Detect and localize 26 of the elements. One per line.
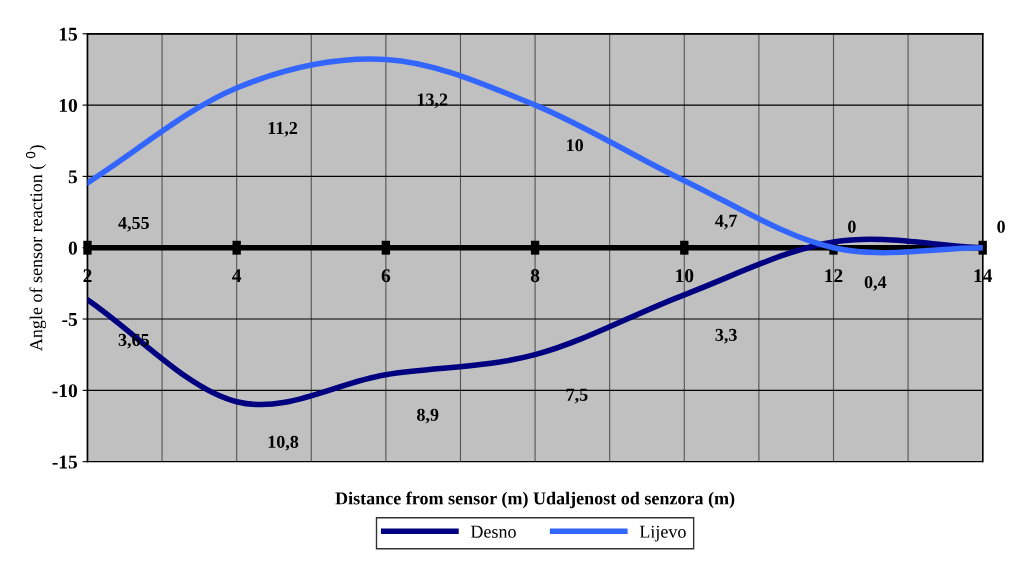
- y-tick-label: -10: [52, 384, 77, 398]
- annotation: 10,8: [268, 435, 299, 451]
- annotation: 3,3: [715, 328, 737, 344]
- x-tick-label: 8: [530, 269, 540, 283]
- x-tick-label: 10: [676, 269, 694, 283]
- annotation: 0,4: [864, 276, 887, 291]
- y-tick-label: 0: [68, 241, 77, 255]
- annotation: 8,9: [417, 408, 439, 424]
- y-tick-label: -15: [52, 455, 78, 469]
- y-tick-label: -5: [62, 313, 78, 326]
- annotation: 4,7: [715, 214, 737, 230]
- x-axis-title: Distance from sensor (m) Udaljenost od senzora (m): [335, 491, 735, 509]
- x-tick-label: 6: [381, 269, 391, 283]
- x-tick-label: 4: [232, 269, 242, 283]
- y-tick-label: 10: [59, 98, 77, 113]
- annotation: 13,2: [417, 93, 448, 109]
- legend-label: Lijevo: [639, 525, 686, 542]
- annotation: 0: [848, 220, 856, 233]
- legend-label: Desno: [470, 525, 516, 538]
- annotation: 4,55: [118, 216, 149, 232]
- y-tick-label: 15: [59, 27, 78, 41]
- annotation: 10: [567, 139, 583, 152]
- y-axis-title: Angle of sensor reaction ( $^{0}$): [25, 145, 47, 351]
- annotation: 11,2: [268, 122, 298, 137]
- annotation: 0: [997, 220, 1005, 233]
- y-tick-label: 5: [68, 170, 78, 184]
